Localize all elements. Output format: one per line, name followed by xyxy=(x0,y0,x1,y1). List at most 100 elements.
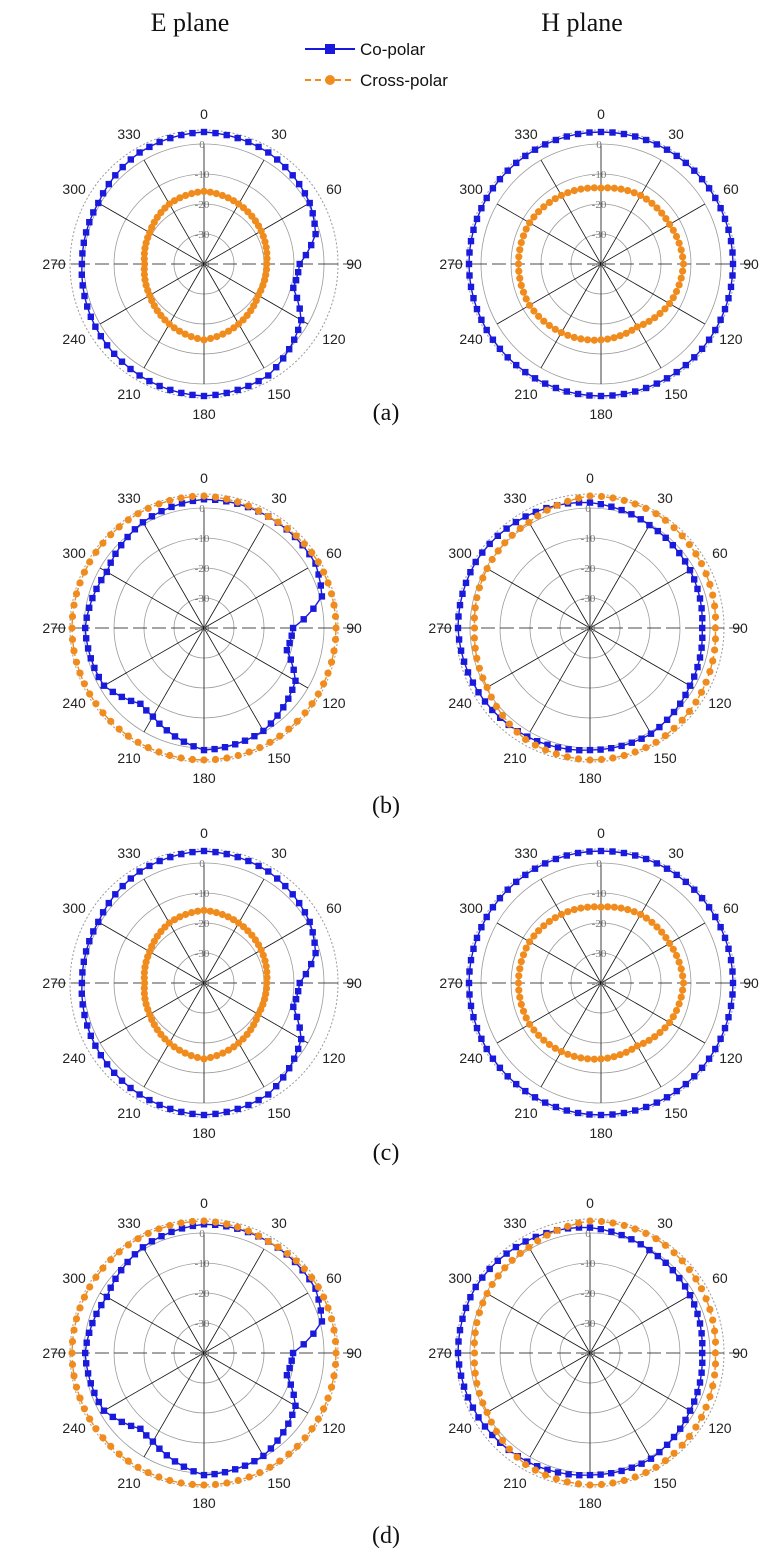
data-point-co-polar xyxy=(306,918,313,926)
data-point-co-polar xyxy=(178,1108,185,1116)
data-point-co-polar xyxy=(287,1381,294,1388)
polar-plot-a-h-plane: 0 -10 -20 -30 -40 0 30 60 90 120 150 180 210 240 270 30… xyxy=(439,106,759,422)
data-point-co-polar xyxy=(542,141,549,148)
data-point-cross-polar xyxy=(324,669,332,677)
grid-spoke xyxy=(99,567,205,629)
data-point-co-polar xyxy=(486,540,493,548)
data-point-cross-polar xyxy=(175,1046,184,1054)
radial-tick-label: -20 xyxy=(592,199,607,211)
data-point-co-polar xyxy=(632,388,639,395)
data-point-co-polar xyxy=(466,272,473,279)
data-point-cross-polar xyxy=(331,635,340,644)
data-point-co-polar xyxy=(729,249,736,256)
angle-label: 30 xyxy=(668,845,684,861)
data-point-co-polar xyxy=(139,1244,147,1251)
angle-label: 330 xyxy=(514,126,538,142)
data-point-co-polar xyxy=(586,1224,594,1231)
data-point-co-polar xyxy=(293,1013,301,1021)
data-point-cross-polar xyxy=(107,717,115,725)
data-point-co-polar xyxy=(466,968,473,975)
radial-tick-label: -20 xyxy=(581,1288,596,1300)
data-point-cross-polar xyxy=(551,1044,559,1052)
data-point-co-polar xyxy=(265,1091,272,1098)
data-point-cross-polar xyxy=(675,958,683,966)
data-point-co-polar xyxy=(245,382,252,390)
data-point-cross-polar xyxy=(564,1222,572,1230)
data-point-cross-polar xyxy=(144,504,152,512)
data-point-co-polar xyxy=(315,1296,322,1303)
grid-spoke xyxy=(99,1352,205,1414)
data-point-cross-polar xyxy=(678,1257,686,1265)
data-point-cross-polar xyxy=(68,612,77,621)
data-point-co-polar xyxy=(267,1445,275,1452)
data-point-cross-polar xyxy=(494,547,502,555)
data-point-co-polar xyxy=(149,1438,157,1445)
data-point-co-polar xyxy=(609,392,616,399)
data-point-cross-polar xyxy=(564,189,572,197)
data-point-cross-polar xyxy=(652,510,660,518)
data-point-co-polar xyxy=(682,1080,689,1088)
data-point-cross-polar xyxy=(590,1055,598,1063)
data-point-cross-polar xyxy=(488,1280,496,1289)
data-point-co-polar xyxy=(469,1404,477,1411)
data-point-cross-polar xyxy=(471,644,479,652)
data-point-co-polar xyxy=(285,695,292,702)
grid-spoke xyxy=(143,1248,205,1354)
data-point-co-polar xyxy=(280,355,287,362)
data-point-co-polar xyxy=(457,1372,465,1379)
data-point-cross-polar xyxy=(570,187,578,195)
data-point-co-polar xyxy=(721,1024,729,1032)
data-point-co-polar xyxy=(653,1099,660,1106)
data-point-cross-polar xyxy=(330,647,338,655)
data-point-co-polar xyxy=(686,1407,694,1414)
data-point-co-polar xyxy=(699,1359,706,1366)
data-point-cross-polar xyxy=(670,1449,678,1457)
data-point-cross-polar xyxy=(584,184,592,192)
angle-label: 240 xyxy=(448,1420,472,1436)
angle-label: 60 xyxy=(723,181,739,197)
data-point-cross-polar xyxy=(262,962,270,970)
data-point-co-polar xyxy=(473,934,481,942)
data-point-co-polar xyxy=(457,647,465,654)
data-point-co-polar xyxy=(90,928,97,935)
data-point-cross-polar xyxy=(639,320,647,328)
legend-entry-co-polar: Co-polar xyxy=(305,40,426,59)
data-point-cross-polar xyxy=(76,669,84,677)
data-point-cross-polar xyxy=(141,979,149,987)
data-point-co-polar xyxy=(462,1304,470,1312)
data-point-cross-polar xyxy=(80,1293,88,1301)
data-point-cross-polar xyxy=(597,184,605,192)
data-point-cross-polar xyxy=(525,518,533,526)
angle-label: 120 xyxy=(322,1420,346,1436)
data-point-co-polar xyxy=(309,210,316,217)
data-point-co-polar xyxy=(489,904,497,911)
data-point-co-polar xyxy=(454,624,462,632)
data-point-co-polar xyxy=(609,1111,616,1118)
data-point-cross-polar xyxy=(134,510,142,518)
data-point-co-polar xyxy=(727,956,735,964)
data-point-co-polar xyxy=(112,172,119,179)
data-point-co-polar xyxy=(99,909,107,916)
data-point-co-polar xyxy=(300,616,307,623)
data-point-cross-polar xyxy=(661,1024,669,1032)
data-point-cross-polar xyxy=(141,276,149,284)
angle-label: 60 xyxy=(712,545,728,561)
data-point-cross-polar xyxy=(630,189,638,197)
data-point-co-polar xyxy=(289,1349,297,1357)
data-point-cross-polar xyxy=(235,1039,243,1047)
data-point-cross-polar xyxy=(706,668,714,676)
data-point-co-polar xyxy=(638,735,645,742)
data-point-cross-polar xyxy=(140,270,148,279)
data-point-cross-polar xyxy=(535,927,543,935)
data-point-cross-polar xyxy=(292,532,300,540)
data-point-cross-polar xyxy=(631,1225,639,1233)
angle-label: 60 xyxy=(326,900,342,916)
data-point-cross-polar xyxy=(525,1243,533,1251)
data-point-cross-polar xyxy=(300,540,308,548)
data-point-co-polar xyxy=(721,215,729,223)
data-point-co-polar xyxy=(552,1103,560,1111)
data-point-co-polar xyxy=(298,316,305,324)
data-point-cross-polar xyxy=(155,748,163,756)
data-point-cross-polar xyxy=(274,518,282,526)
data-point-cross-polar xyxy=(516,246,524,254)
